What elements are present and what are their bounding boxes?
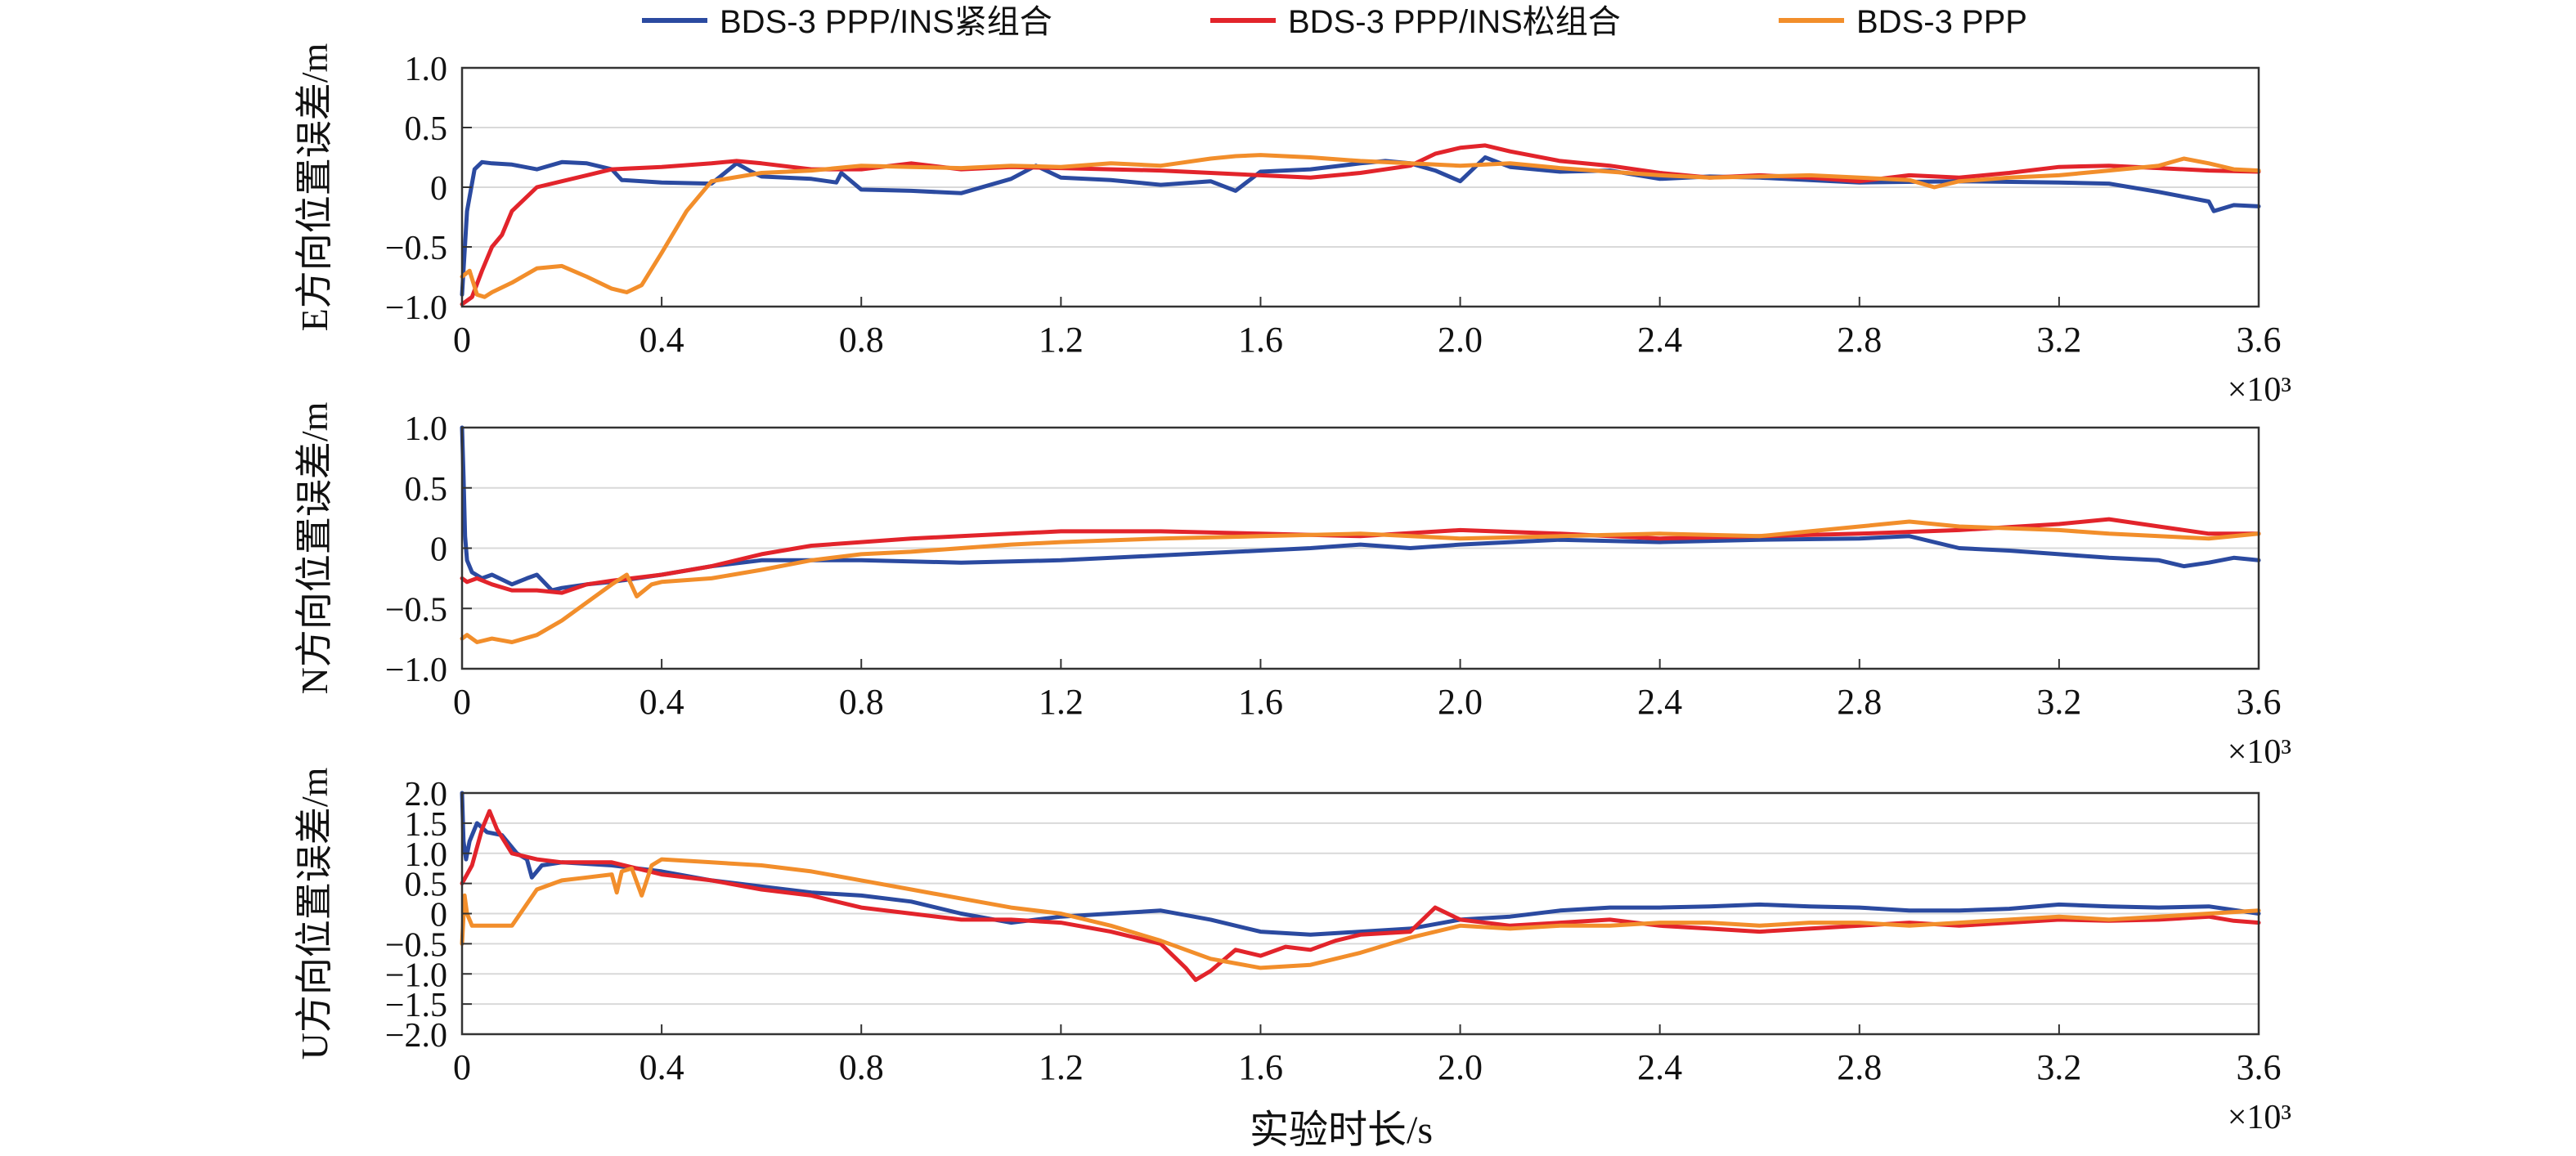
y-axis-title: E方向位置误差/m xyxy=(294,43,335,331)
x-axis-title: 实验时长/s xyxy=(1250,1109,1433,1152)
x-tick-label: 3.6 xyxy=(2237,1047,2282,1087)
x-tick-label: 1.2 xyxy=(1039,1047,1084,1087)
x-tick-label: 2.8 xyxy=(1837,682,1882,722)
x-tick-label: 3.2 xyxy=(2036,1047,2081,1087)
y-tick-label: −2.0 xyxy=(385,1017,447,1055)
y-tick-label: 2.0 xyxy=(405,776,448,813)
y-tick-label: 1.0 xyxy=(405,836,448,874)
y-tick-label: 0 xyxy=(430,531,447,569)
x-tick-label: 3.2 xyxy=(2036,320,2081,360)
y-tick-label: −0.5 xyxy=(385,926,447,964)
panel-north-error: 1.00.50−0.5−1.00 0.4 0.8 1.2 1.6 2.0 2.4 2.8 3.2… xyxy=(294,401,2291,771)
panel-east-error: 1.00.50−0.5−1.00 0.4 0.8 1.2 1.6 2.0 2.4 2.8 3.2… xyxy=(294,43,2291,409)
x-multiplier-label: ×10³ xyxy=(2228,1099,2291,1136)
x-tick-label: 2.4 xyxy=(1637,1047,1682,1087)
x-tick-label: 0 xyxy=(453,682,471,722)
x-tick-label: 0 xyxy=(453,320,471,360)
x-tick-label: 2.0 xyxy=(1438,682,1483,722)
x-tick-label: 3.6 xyxy=(2237,320,2282,360)
x-tick-label: 1.6 xyxy=(1238,682,1283,722)
y-axis-title: U方向位置误差/m xyxy=(294,767,335,1060)
y-axis-title: N方向位置误差/m xyxy=(294,401,335,694)
x-tick-label: 0.8 xyxy=(839,1047,884,1087)
y-tick-label: −0.5 xyxy=(385,591,447,629)
legend-label-loose: BDS-3 PPP/INS松组合 xyxy=(1288,4,1621,40)
y-tick-label: 0.5 xyxy=(405,110,448,148)
x-tick-label: 3.2 xyxy=(2036,682,2081,722)
y-tick-label: 0 xyxy=(430,897,447,934)
series-line-loose xyxy=(460,809,2261,983)
x-tick-label: 0.4 xyxy=(640,320,684,360)
y-tick-label: −1.0 xyxy=(385,289,447,327)
x-multiplier-label: ×10³ xyxy=(2228,371,2291,409)
x-tick-label: 2.8 xyxy=(1837,320,1882,360)
x-tick-label: 1.6 xyxy=(1238,1047,1283,1087)
legend: BDS-3 PPP/INS紧组合 BDS-3 PPP/INS松组合 BDS-3 … xyxy=(642,4,2027,40)
y-tick-label: −1.0 xyxy=(385,652,447,689)
x-tick-label: 1.2 xyxy=(1039,320,1084,360)
series-line-ppp xyxy=(460,153,2261,299)
y-tick-label: 0.5 xyxy=(405,471,448,509)
y-tick-label: 1.0 xyxy=(405,410,448,448)
panel-up-error: 2.01.51.00.50−0.5−1.0−1.5−2.00 0.4 0.8 1.2 1… xyxy=(294,767,2291,1136)
series-line-tight xyxy=(460,425,2261,593)
y-tick-label: 1.5 xyxy=(405,806,448,844)
x-tick-label: 3.6 xyxy=(2237,682,2282,722)
y-tick-label: 1.0 xyxy=(405,51,448,88)
x-tick-label: 0.4 xyxy=(640,1047,684,1087)
x-tick-label: 0.8 xyxy=(839,320,884,360)
y-tick-label: 0 xyxy=(430,170,447,208)
x-tick-label: 2.4 xyxy=(1637,320,1682,360)
legend-label-tight: BDS-3 PPP/INS紧组合 xyxy=(720,4,1052,40)
y-tick-label: −1.5 xyxy=(385,987,447,1024)
x-tick-label: 1.2 xyxy=(1039,682,1084,722)
series-line-ppp xyxy=(460,857,2261,970)
series-line-ppp xyxy=(460,519,2261,644)
x-tick-label: 2.8 xyxy=(1837,1047,1882,1087)
x-tick-label: 2.0 xyxy=(1438,1047,1483,1087)
x-tick-label: 0.8 xyxy=(839,682,884,722)
legend-label-ppp: BDS-3 PPP xyxy=(1856,4,2027,40)
y-tick-label: −0.5 xyxy=(385,230,447,267)
series-line-loose xyxy=(460,517,2261,595)
x-tick-label: 1.6 xyxy=(1238,320,1283,360)
x-tick-label: 0 xyxy=(453,1047,471,1087)
y-tick-label: −1.0 xyxy=(385,957,447,994)
x-tick-label: 2.4 xyxy=(1637,682,1682,722)
x-tick-label: 0.4 xyxy=(640,682,684,722)
x-multiplier-label: ×10³ xyxy=(2228,733,2291,771)
y-tick-label: 0.5 xyxy=(405,867,448,904)
series-line-tight xyxy=(460,155,2261,297)
x-tick-label: 2.0 xyxy=(1438,320,1483,360)
